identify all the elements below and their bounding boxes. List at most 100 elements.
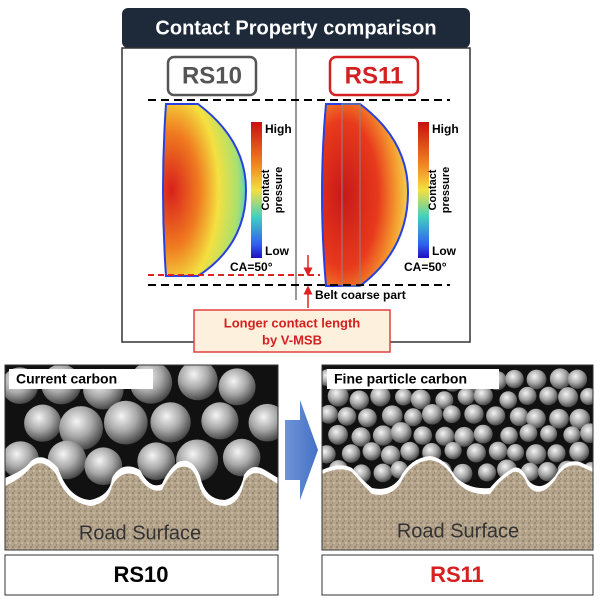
particle [400, 441, 420, 461]
particle [349, 390, 369, 410]
particle [24, 404, 62, 442]
particle [549, 368, 571, 390]
particle [473, 424, 493, 444]
particle [410, 389, 431, 410]
particle [421, 404, 443, 425]
particle [328, 424, 348, 445]
particle [341, 444, 361, 463]
callout: Longer contact length [224, 315, 361, 330]
particle [466, 443, 486, 463]
particle [390, 422, 412, 444]
particle [569, 441, 590, 462]
color-bar [418, 122, 429, 258]
particle [452, 463, 473, 484]
particle [477, 463, 497, 482]
scale-low: Low [265, 244, 290, 258]
particle [563, 426, 581, 444]
bottom-label: RS11 [430, 562, 484, 587]
caption: Current carbon [16, 371, 117, 387]
particle [454, 426, 475, 447]
angle: CA=50° [404, 260, 447, 274]
scale-title-line: pressure [273, 167, 285, 213]
particle [547, 444, 566, 463]
label-box [166, 55, 258, 97]
callout-box [193, 309, 391, 353]
scale-title: Contactpressure [427, 167, 452, 213]
particles [322, 368, 593, 484]
particle [526, 369, 547, 390]
particle [558, 387, 579, 408]
particle [525, 444, 547, 465]
particle [373, 463, 393, 483]
road [322, 460, 593, 550]
bottom-label-box [4, 554, 279, 596]
particle [435, 426, 455, 446]
particle [395, 388, 413, 406]
particle [457, 387, 475, 406]
particle [486, 406, 506, 426]
particle [327, 385, 349, 407]
particle [444, 441, 462, 460]
scale-title-line: pressure [440, 167, 452, 213]
particle [506, 443, 525, 462]
panel-frame [321, 364, 594, 551]
particle [539, 386, 558, 406]
scale-high: High [432, 122, 459, 136]
scale-low: Low [432, 244, 457, 258]
label-box [328, 55, 420, 97]
particle [435, 391, 454, 410]
scale-title-line: Contact [427, 169, 439, 210]
surface-label: Road Surface [397, 520, 519, 542]
particle [580, 388, 593, 406]
particle [499, 391, 518, 409]
angle: CA=50° [230, 260, 273, 274]
title: Contact Property comparison [155, 17, 436, 39]
particle [381, 405, 403, 427]
particle [473, 386, 493, 406]
scale-title-line: Contact [260, 169, 272, 210]
particle [488, 441, 508, 461]
particle [337, 407, 357, 426]
particle [380, 445, 401, 465]
particle [370, 386, 391, 407]
particle [442, 405, 461, 424]
scale-high: High [265, 122, 292, 136]
callout: by V-MSB [262, 332, 322, 347]
panel-label: RS11 [345, 62, 404, 89]
panel-frame [4, 364, 279, 551]
particle [500, 426, 518, 445]
bottom-label-box [321, 554, 594, 596]
scale-title: Contactpressure [260, 167, 285, 213]
particle [103, 400, 148, 445]
particle [567, 369, 588, 389]
particle [519, 424, 538, 442]
particle [464, 404, 484, 424]
color-bar [251, 122, 262, 258]
particle [505, 369, 524, 389]
particle [413, 426, 433, 445]
particle [538, 462, 558, 482]
particle [137, 442, 176, 481]
particle [569, 408, 591, 430]
particle [509, 407, 529, 427]
caption: Fine particle carbon [334, 371, 467, 387]
particle [177, 365, 218, 401]
particle [322, 405, 338, 424]
particle [372, 425, 394, 446]
particle [404, 408, 423, 427]
particle [518, 386, 537, 405]
surface-label: Road Surface [79, 522, 201, 544]
particle [218, 368, 256, 406]
particle [150, 402, 191, 443]
particle [59, 406, 103, 451]
particle [248, 403, 278, 442]
particle [549, 408, 569, 429]
particle [358, 408, 377, 428]
particle [526, 408, 546, 429]
title-bar [122, 8, 470, 48]
particle [322, 445, 336, 464]
contact-patch [162, 103, 248, 277]
bottom-label: RS10 [113, 562, 168, 587]
caption-box [327, 369, 499, 389]
